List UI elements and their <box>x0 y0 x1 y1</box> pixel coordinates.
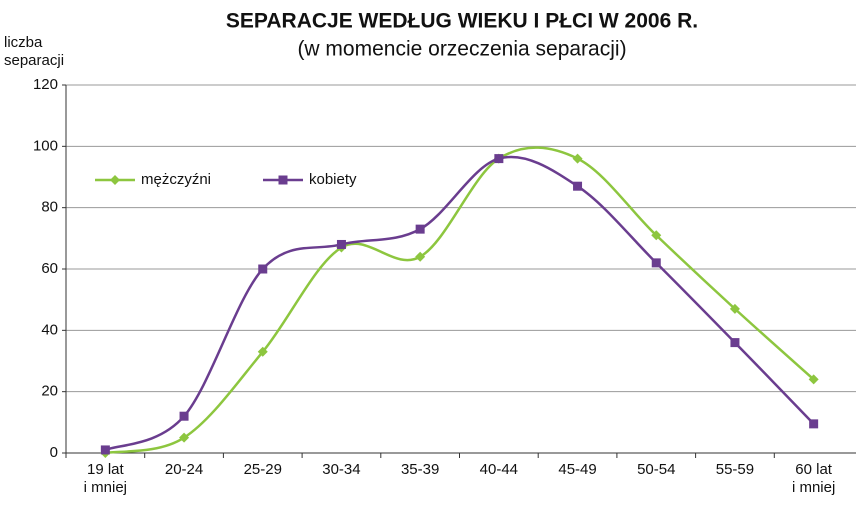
data-point <box>573 181 583 191</box>
data-point <box>651 258 661 268</box>
data-point <box>572 153 583 164</box>
y-tick-label: 80 <box>41 199 58 216</box>
data-point <box>415 224 425 234</box>
x-tick-label: 30-34 <box>322 461 361 478</box>
series-line <box>104 155 815 452</box>
data-point <box>100 445 110 455</box>
y-tick-label: 100 <box>33 137 58 154</box>
x-tick-label: 55-59 <box>715 461 755 478</box>
data-point <box>651 230 662 241</box>
data-point <box>729 303 740 314</box>
chart-subtitle: (w momencie orzeczenia separacji) <box>297 38 626 61</box>
x-tick-label: 40-44 <box>479 461 519 478</box>
data-point <box>809 419 819 429</box>
series-line <box>105 146 815 455</box>
legend-marker <box>110 175 120 185</box>
y-axis-label: liczba separacji <box>4 34 65 69</box>
x-tick-label: 19 lat i mniej <box>83 461 128 496</box>
data-point <box>257 346 268 357</box>
x-tick-label: 25-29 <box>243 461 282 478</box>
x-tick-label: 50-54 <box>637 461 676 478</box>
data-point <box>258 264 268 274</box>
y-tick-label: 0 <box>50 444 58 461</box>
legend-label: kobiety <box>309 171 357 188</box>
data-point <box>179 432 190 443</box>
x-tick-label: 20-24 <box>164 461 204 478</box>
x-tick-label: 35-39 <box>400 461 440 478</box>
legend-label: mężczyźni <box>141 171 211 188</box>
data-point <box>336 239 346 249</box>
y-tick-label: 120 <box>33 76 58 93</box>
x-tick-label: 60 lat i mniej <box>791 461 836 496</box>
data-point <box>730 338 740 348</box>
data-point <box>415 251 426 262</box>
y-tick-label: 40 <box>41 321 58 338</box>
data-point <box>494 154 504 164</box>
y-tick-label: 60 <box>41 260 58 277</box>
x-tick-label: 45-49 <box>558 461 597 478</box>
y-tick-label: 20 <box>41 383 58 400</box>
data-point <box>179 411 189 421</box>
chart-title: SEPARACJE WEDŁUG WIEKU I PŁCI W 2006 R. <box>226 10 698 33</box>
data-point <box>808 374 819 385</box>
legend-marker <box>278 175 288 185</box>
